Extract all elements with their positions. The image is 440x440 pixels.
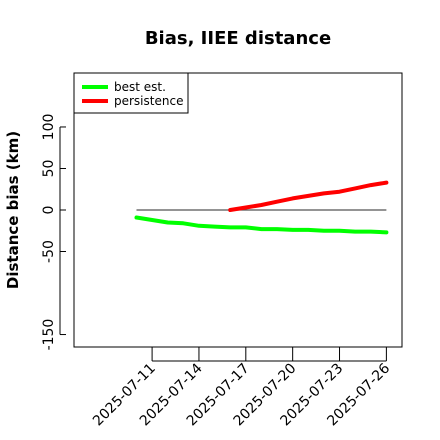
y-axis-label: Distance bias (km): [4, 131, 22, 289]
y-tick-label: -50: [41, 240, 57, 263]
chart-title: Bias, IIEE distance: [145, 28, 331, 49]
y-tick-label: 0: [41, 206, 57, 215]
series-line-persistence: [228, 180, 389, 212]
y-tick-label: 50: [41, 160, 57, 178]
y-tick-label: 100: [41, 114, 57, 141]
series-line-best-est: [134, 215, 389, 235]
legend-box: [73, 72, 189, 114]
plot-frame: [73, 72, 403, 348]
y-tick-label: -150: [41, 319, 57, 351]
legend-label: persistence: [114, 94, 183, 108]
legend-label: best est.: [114, 80, 166, 94]
